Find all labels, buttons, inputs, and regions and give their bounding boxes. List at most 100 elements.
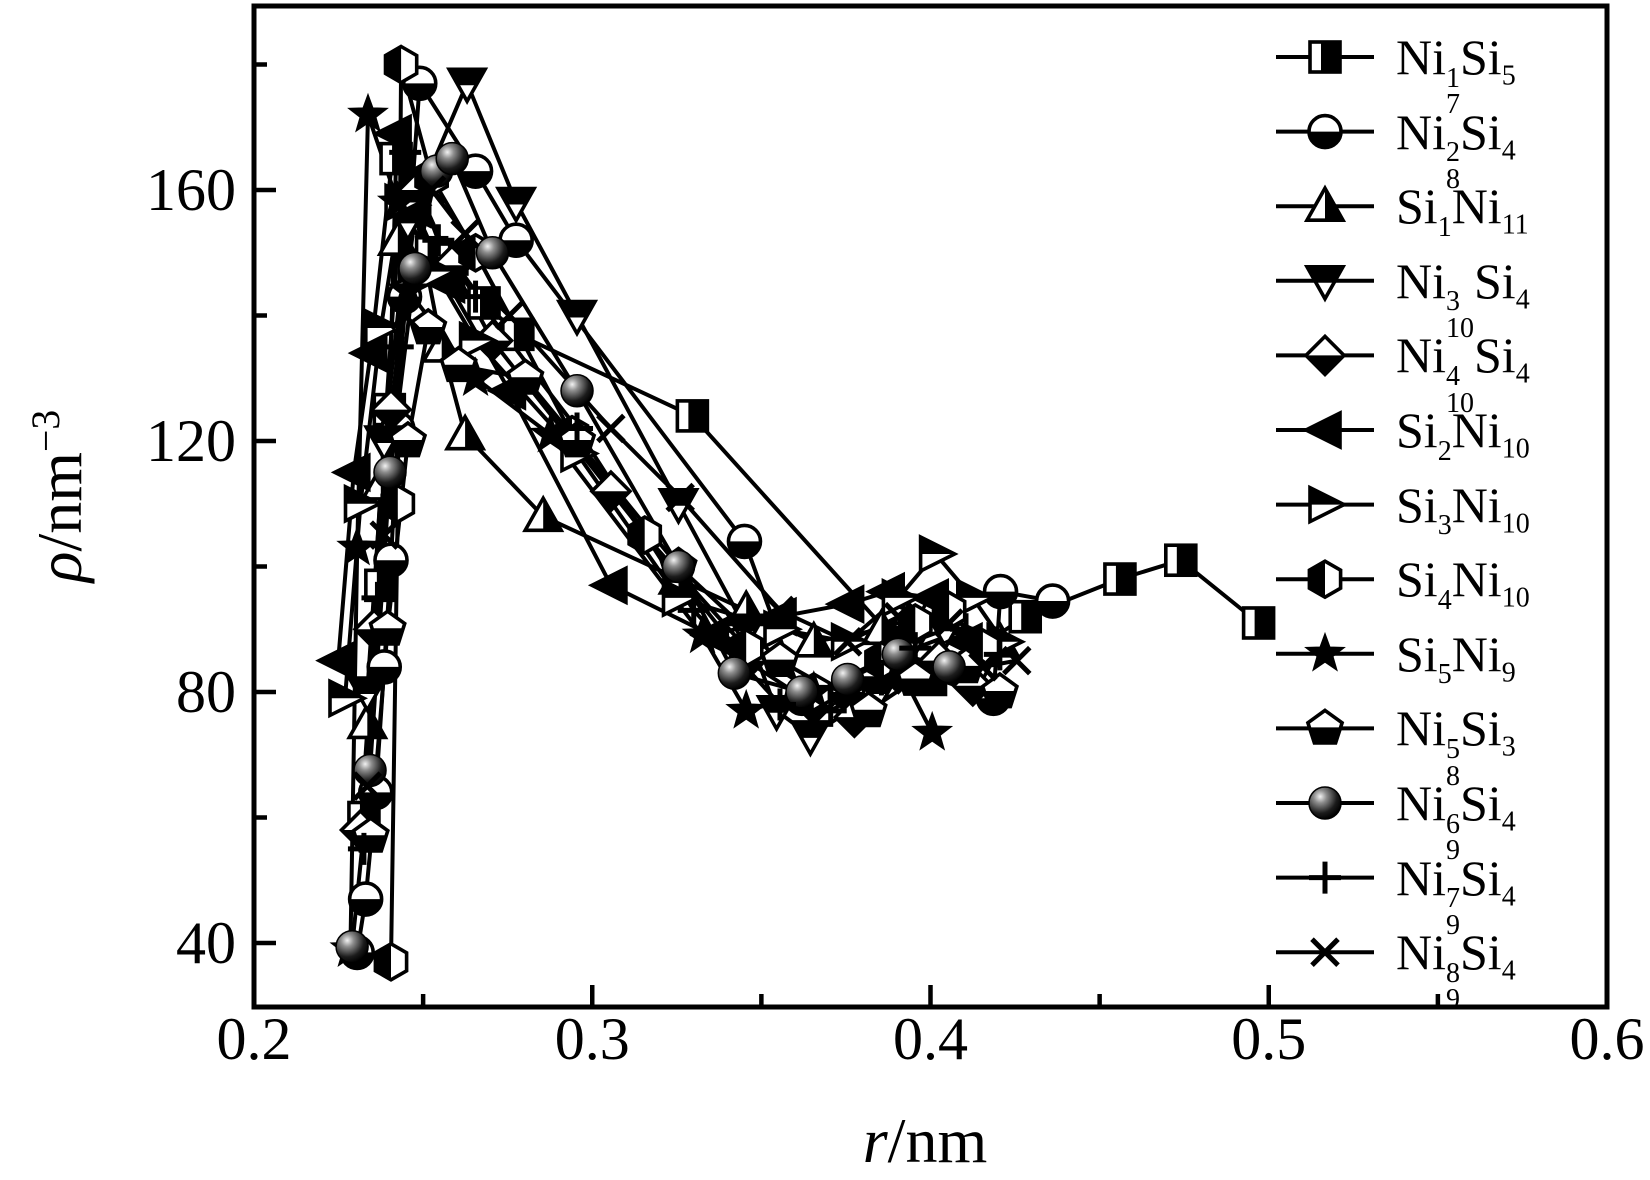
marker-ni8-2-si4 [726, 523, 763, 560]
marker-ni9-7-si4 [381, 330, 414, 363]
marker-ni8-2-si4 [373, 542, 409, 579]
marker-si4-ni10 [373, 941, 409, 982]
marker-ni9-8-si4 [450, 219, 480, 249]
marker-ni9-6-si4 [373, 455, 407, 490]
legend-marker-ni9-8-si4 [1310, 937, 1340, 967]
marker-ni9-8-si4 [352, 771, 383, 801]
marker-ni8-2-si4 [1034, 583, 1071, 619]
marker-ni10-3-si4 [555, 299, 599, 338]
marker-ni9-7-si4 [361, 581, 394, 614]
marker-ni9-6-si4 [335, 930, 369, 964]
marker-ni7-1-si5 [1164, 543, 1198, 578]
marker-si2-ni10 [315, 640, 356, 681]
legend-marker-ni9-7-si4 [1309, 861, 1341, 894]
legend-marker-si5-ni9 [1304, 631, 1346, 672]
marker-ni8-5-si3 [980, 671, 1020, 709]
marker-ni8-5-si3 [388, 420, 428, 458]
legend-markers-layer [1276, 40, 1374, 967]
marker-ni9-6-si4 [717, 656, 752, 690]
marker-ni9-8-si4 [416, 175, 447, 205]
marker-ni9-7-si4 [763, 688, 796, 721]
marker-si1-ni11 [522, 494, 565, 533]
series-ni8-2-si4-line [355, 77, 1053, 953]
marker-ni7-1-si5 [1241, 606, 1276, 640]
marker-ni9-8-si4 [596, 413, 626, 444]
marker-si5-ni9 [347, 92, 389, 133]
marker-si5-ni9 [681, 613, 724, 654]
marker-si4-ni10 [380, 483, 416, 524]
marker-ni9-7-si4 [814, 694, 847, 727]
marker-ni9-6-si4 [560, 374, 594, 408]
marker-ni9-6-si4 [932, 650, 966, 684]
marker-ni9-6-si4 [785, 675, 819, 709]
marker-ni9-8-si4 [968, 652, 998, 682]
marker-ni9-6-si4 [881, 637, 916, 672]
marker-ni8-5-si3 [368, 609, 407, 646]
legend-marker-ni10-3-si4 [1303, 264, 1347, 303]
marker-ni9-6-si4 [398, 251, 432, 286]
marker-ni10-4-si4 [589, 469, 633, 513]
marker-ni10-3-si4 [789, 720, 832, 758]
marker-ni8-5-si3 [506, 358, 545, 395]
marker-ni9-8-si4 [494, 300, 525, 331]
legend-marker-ni10-4-si4 [1303, 333, 1347, 377]
axes-layer [251, 3, 1610, 1010]
legend-marker-ni8-5-si3 [1305, 708, 1345, 745]
marker-si5-ni9 [386, 268, 429, 309]
marker-si2-ni10 [587, 565, 628, 606]
marker-ni9-6-si4 [475, 236, 510, 270]
marker-ni9-6-si4 [435, 141, 469, 176]
legend-marker-ni8-2-si4 [1307, 113, 1343, 150]
legend-marker-si4-ni10 [1307, 559, 1343, 600]
marker-ni7-1-si5 [1103, 562, 1137, 596]
marker-si5-ni9 [911, 710, 954, 751]
legend-marker-ni7-1-si5 [1308, 40, 1342, 74]
series-layer [315, 44, 1276, 982]
marker-ni9-7-si4 [459, 280, 492, 313]
marker-ni9-7-si4 [561, 412, 594, 445]
marker-ni9-7-si4 [677, 594, 710, 627]
marker-ni9-7-si4 [422, 224, 455, 257]
marker-ni9-7-si4 [865, 663, 898, 696]
marker-ni9-8-si4 [832, 627, 863, 657]
marker-ni8-2-si4 [982, 573, 1019, 610]
marker-ni8-5-si3 [439, 345, 478, 383]
marker-si3-ni10 [918, 534, 959, 574]
marker-ni10-3-si4 [495, 186, 538, 225]
marker-ni8-5-si3 [760, 640, 800, 678]
marker-si2-ni10 [330, 452, 371, 493]
marker-si1-ni11 [346, 701, 389, 740]
series-si4-ni10-line [389, 63, 985, 962]
marker-si3-ni10 [661, 577, 702, 618]
marker-ni9-7-si4 [899, 632, 932, 665]
marker-ni9-7-si4 [389, 136, 422, 169]
marker-si2-ni10 [824, 584, 865, 625]
marker-ni9-8-si4 [665, 482, 695, 513]
marker-si5-ni9 [725, 688, 767, 729]
marker-ni9-8-si4 [883, 601, 914, 632]
marker-ni9-8-si4 [934, 608, 964, 638]
marker-ni9-8-si4 [765, 595, 795, 626]
marker-ni9-8-si4 [369, 520, 399, 550]
marker-si5-ni9 [336, 525, 378, 566]
marker-si1-ni11 [444, 413, 487, 451]
marker-si4-ni10 [627, 515, 663, 556]
marker-si3-ni10 [363, 308, 404, 348]
marker-si3-ni10 [343, 483, 384, 524]
marker-ni9-8-si4 [389, 300, 420, 331]
marker-ni8-2-si4 [347, 881, 384, 917]
legend-marker-ni9-6-si4 [1308, 786, 1342, 820]
marker-si3-ni10 [328, 678, 369, 719]
marker-ni9-7-si4 [347, 832, 380, 865]
marker-si4-ni10 [383, 44, 419, 85]
marker-ni10-3-si4 [446, 67, 489, 105]
marker-ni9-8-si4 [1001, 645, 1032, 676]
marker-ni7-1-si5 [1008, 599, 1043, 634]
marker-si3-ni10 [881, 577, 922, 618]
marker-si1-ni11 [792, 620, 835, 658]
marker-ni7-1-si5 [675, 399, 710, 433]
marker-si5-ni9 [376, 180, 419, 221]
legend-marker-si3-ni10 [1308, 484, 1349, 525]
